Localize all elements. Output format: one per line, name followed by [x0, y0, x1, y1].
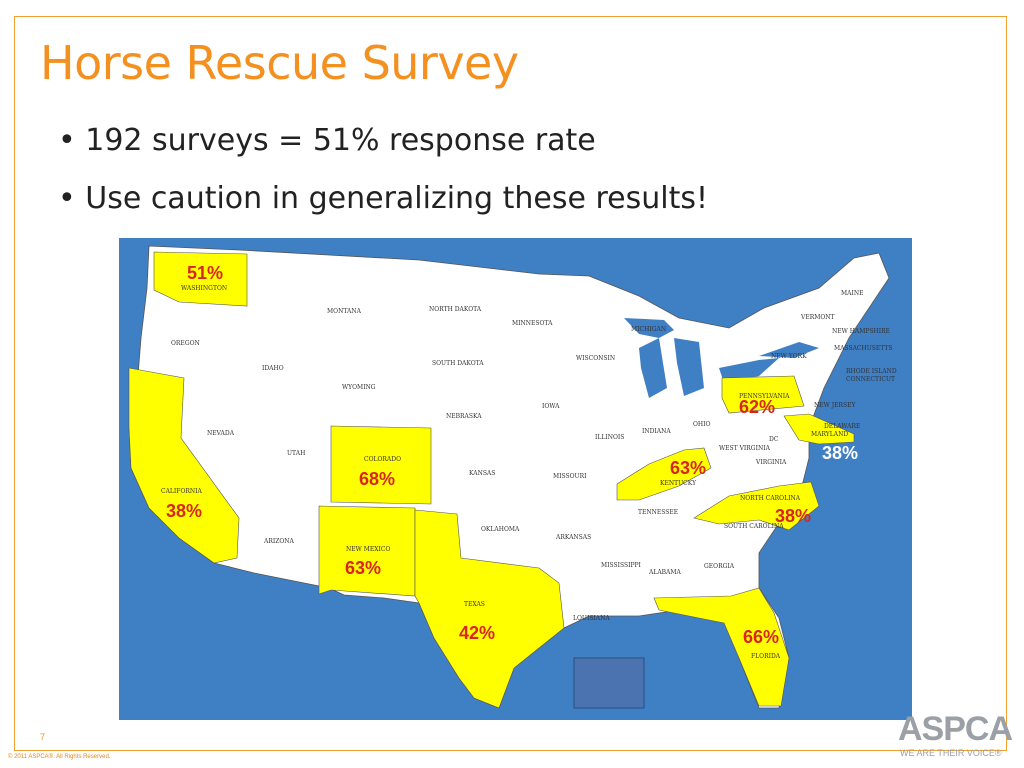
state-pennsylvania	[721, 375, 805, 414]
copyright: © 2011 ASPCA®. All Rights Reserved.	[8, 754, 111, 760]
pct-washington: 51%	[187, 263, 223, 283]
great-lakes	[624, 318, 819, 398]
pct-kentucky: 63%	[670, 458, 706, 478]
state-label-massachusetts: MASSACHUSETTS	[834, 345, 893, 352]
slide-title: Horse Rescue Survey	[40, 36, 519, 90]
state-new-mexico	[318, 505, 416, 597]
bullet-item: Use caution in generalizing these result…	[58, 176, 708, 234]
state-label-wisconsin: WISCONSIN	[576, 355, 615, 362]
state-label-west-virginia: WEST VIRGINIA	[719, 445, 771, 452]
state-label-oregon: OREGON	[171, 340, 200, 347]
map-legend-panel	[573, 657, 645, 709]
state-label-new-york: NEW YORK	[771, 353, 807, 360]
state-label-dc: DC	[769, 436, 779, 443]
state-label-missouri: MISSOURI	[553, 473, 587, 480]
state-label-washington: WASHINGTON	[181, 285, 227, 292]
pct-new-mexico: 63%	[345, 558, 381, 578]
state-texas	[414, 509, 565, 709]
state-label-idaho: IDAHO	[262, 365, 284, 372]
aspca-logo: ASPCA WE ARE THEIR VOICE®	[898, 710, 1013, 758]
pct-florida: 66%	[743, 627, 779, 647]
state-label-north-carolina: NORTH CAROLINA	[740, 495, 801, 502]
pct-texas: 42%	[459, 623, 495, 643]
state-label-wyoming: WYOMING	[342, 384, 376, 391]
state-florida	[653, 587, 790, 707]
state-washington	[153, 251, 248, 307]
state-label-south-dakota: SOUTH DAKOTA	[432, 360, 484, 367]
state-label-texas: TEXAS	[464, 601, 485, 608]
slide-frame	[14, 16, 1007, 751]
pct-colorado: 68%	[359, 469, 395, 489]
state-label-maine: MAINE	[841, 290, 863, 297]
us-map: WASHINGTON OREGON CALIFORNIA NEVADA IDAH…	[119, 238, 912, 720]
state-kentucky	[616, 447, 712, 501]
bullet-item: 192 surveys = 51% response rate	[58, 118, 708, 176]
state-label-connecticut: CONNECTICUT	[846, 376, 895, 383]
state-label-georgia: GEORGIA	[704, 563, 735, 570]
state-label-minnesota: MINNESOTA	[512, 320, 553, 327]
state-label-tennessee: TENNESSEE	[638, 509, 678, 516]
state-label-iowa: IOWA	[542, 403, 560, 410]
state-label-mississippi: MISSISSIPPI	[601, 562, 642, 569]
bullet-list: 192 surveys = 51% response rate Use caut…	[58, 118, 708, 234]
state-label-delaware: DELAWARE	[824, 423, 860, 430]
pct-maryland: 38%	[822, 443, 858, 463]
state-label-illinois: ILLINOIS	[595, 434, 624, 441]
state-california	[128, 367, 240, 564]
page-number: 7	[40, 732, 46, 742]
state-label-arizona: ARIZONA	[263, 538, 295, 545]
state-maryland	[783, 413, 855, 445]
state-label-kentucky: KENTUCKY	[660, 480, 697, 487]
state-label-new-hampshire: NEW HAMPSHIRE	[832, 328, 890, 335]
state-label-new-jersey: NEW JERSEY	[814, 402, 856, 409]
state-label-pennsylvania: PENNSYLVANIA	[739, 393, 790, 400]
state-label-alabama: ALABAMA	[648, 569, 682, 576]
pct-pennsylvania: 62%	[739, 397, 775, 417]
state-label-maryland: MARYLAND	[811, 431, 848, 438]
state-label-north-dakota: NORTH DAKOTA	[429, 306, 482, 313]
state-label-nevada: NEVADA	[207, 430, 235, 437]
state-colorado	[330, 425, 432, 505]
state-label-utah: UTAH	[287, 450, 305, 457]
state-label-rhode-island: RHODE ISLAND	[846, 368, 897, 375]
state-label-nebraska: NEBRASKA	[446, 413, 482, 420]
state-label-florida: FLORIDA	[751, 653, 781, 660]
pct-california: 38%	[166, 501, 202, 521]
state-label-vermont: VERMONT	[800, 314, 835, 321]
state-label-ohio: OHIO	[693, 421, 711, 428]
pct-north-carolina: 38%	[775, 506, 811, 526]
us-map-svg: WASHINGTON OREGON CALIFORNIA NEVADA IDAH…	[128, 245, 897, 709]
state-north-carolina	[693, 481, 820, 531]
state-label-south-carolina: SOUTH CAROLINA	[724, 523, 784, 530]
state-label-california: CALIFORNIA	[161, 488, 202, 495]
state-label-virginia: VIRGINIA	[755, 459, 787, 466]
state-label-louisiana: LOUISIANA	[573, 615, 610, 622]
state-label-kansas: KANSAS	[469, 470, 495, 477]
state-label-colorado: COLORADO	[364, 456, 401, 463]
state-label-montana: MONTANA	[327, 308, 362, 315]
state-label-michigan: MICHIGAN	[631, 326, 666, 333]
state-label-new-mexico: NEW MEXICO	[346, 546, 390, 553]
state-label-arkansas: ARKANSAS	[555, 534, 591, 541]
state-label-oklahoma: OKLAHOMA	[481, 526, 520, 533]
state-label-indiana: INDIANA	[642, 428, 671, 435]
